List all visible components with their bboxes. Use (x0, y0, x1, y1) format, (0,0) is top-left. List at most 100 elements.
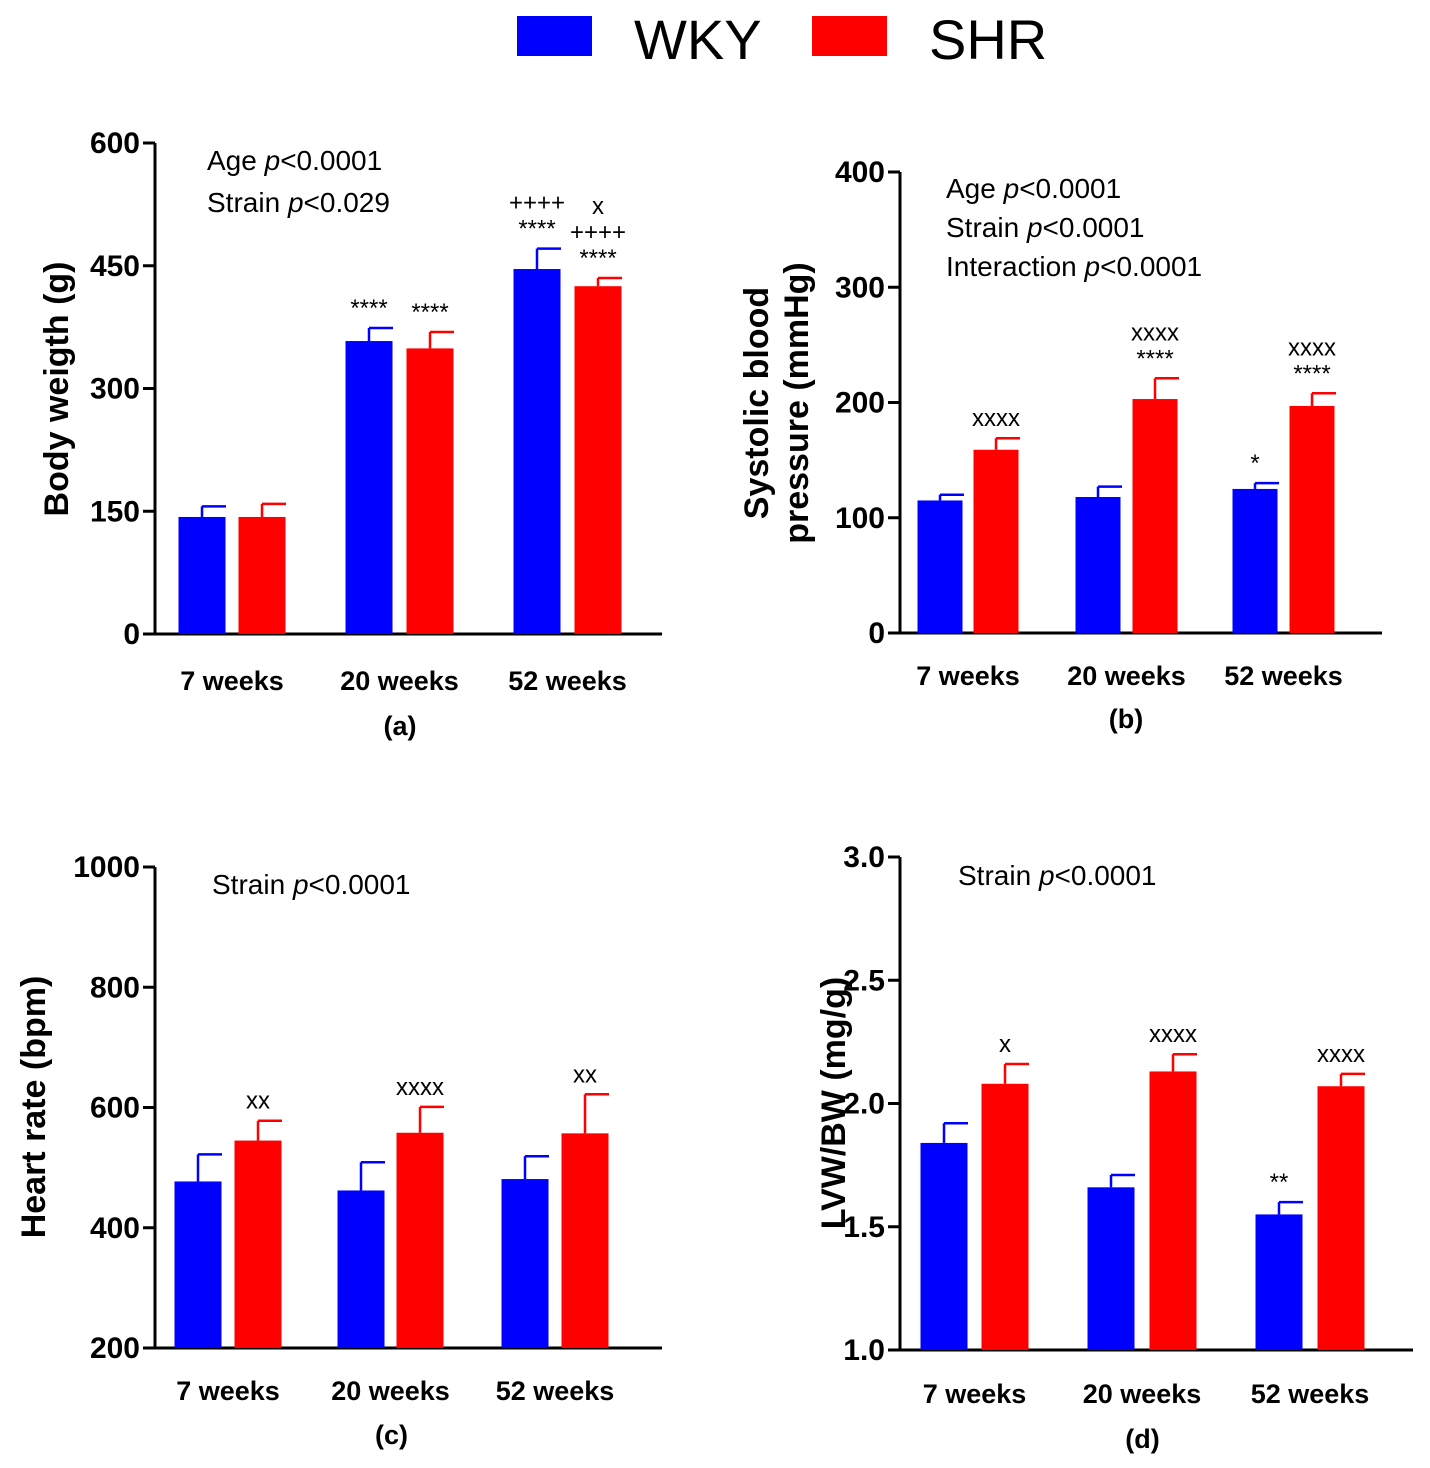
significance-annotation: **** (1293, 360, 1330, 387)
significance-annotation: ** (1270, 1169, 1289, 1196)
y-tick-label: 100 (835, 502, 885, 535)
x-category-label: 52 weeks (508, 666, 627, 696)
y-tick-label: 600 (90, 127, 140, 160)
significance-annotation: **** (518, 216, 555, 243)
y-axis-label: Systolic blood (738, 287, 776, 519)
y-tick-label: 400 (90, 1212, 140, 1245)
y-tick-label: 1.5 (843, 1211, 885, 1244)
bar-shr (1289, 405, 1335, 633)
x-category-label: 7 weeks (916, 661, 1020, 691)
significance-annotation: **** (350, 295, 387, 322)
x-category-label: 20 weeks (1067, 661, 1186, 691)
legend-swatch-wky (517, 16, 592, 56)
bar-wky (501, 1179, 549, 1348)
legend: WKY SHR (517, 8, 1047, 71)
y-tick-label: 450 (90, 250, 140, 283)
bar-wky (513, 269, 561, 634)
significance-annotation: x (592, 193, 604, 220)
y-axis-label: LVW/BW (mg/g) (815, 977, 853, 1229)
significance-annotation: x (999, 1031, 1011, 1058)
x-category-label: 7 weeks (180, 666, 284, 696)
x-category-label: 52 weeks (496, 1376, 615, 1406)
x-category-label: 20 weeks (1083, 1379, 1202, 1409)
x-category-label: 7 weeks (923, 1379, 1027, 1409)
stats-text: Strain p<0.029 (207, 187, 390, 218)
x-category-label: 20 weeks (331, 1376, 450, 1406)
y-tick-label: 1.0 (843, 1334, 885, 1367)
panel-d-lvw-bw: 1.0 1.5 2.0 2.5 3.0 LVW/BW (mg/g) Strain p<0.0… (815, 841, 1413, 1454)
stats-text: Interaction p<0.0001 (946, 251, 1202, 282)
bar-shr (406, 348, 454, 634)
bar-wky (917, 500, 963, 633)
bar-wky (1087, 1187, 1135, 1350)
stats-text: Strain p<0.0001 (212, 869, 411, 900)
y-tick-label: 600 (90, 1092, 140, 1125)
bar-wky (345, 341, 393, 634)
significance-annotation: xxxx (1131, 319, 1179, 346)
bar-wky (1232, 488, 1278, 633)
y-tick-label: 1000 (73, 851, 140, 884)
panel-label: (a) (384, 711, 417, 741)
panel-c-heart-rate: 200 400 600 800 1000 Heart rate (bpm) Strain p… (15, 851, 662, 1450)
panel-label: (b) (1109, 704, 1143, 734)
bar-shr (238, 516, 286, 634)
bar-shr (396, 1132, 444, 1348)
x-category-label: 7 weeks (176, 1376, 280, 1406)
panel-b-systolic-blood-pressure: 0 100 200 300 400 Systolic blood pressure (mmH… (738, 156, 1382, 734)
y-axis-label: Heart rate (bpm) (15, 976, 53, 1239)
legend-label-shr: SHR (929, 8, 1047, 71)
y-tick-label: 150 (90, 495, 140, 528)
panel-label: (d) (1125, 1424, 1159, 1454)
bar-shr (234, 1140, 282, 1348)
significance-annotation: ++++ (570, 219, 626, 246)
bar-shr (981, 1083, 1029, 1350)
bar-wky (337, 1190, 385, 1348)
y-axis-label: Body weigth (g) (38, 262, 76, 517)
bar-wky (174, 1181, 222, 1348)
legend-swatch-shr (812, 16, 887, 56)
bar-shr (1149, 1071, 1197, 1350)
stats-text: Age p<0.0001 (207, 145, 382, 176)
y-tick-label: 2.5 (843, 964, 885, 997)
y-tick-label: 2.0 (843, 1088, 885, 1121)
stats-text: Strain p<0.0001 (958, 860, 1157, 891)
y-tick-label: 3.0 (843, 841, 885, 874)
significance-annotation: * (1250, 450, 1259, 477)
bar-wky (178, 516, 226, 634)
x-category-label: 20 weeks (340, 666, 459, 696)
bar-shr (574, 286, 622, 634)
significance-annotation: xxxx (1317, 1041, 1365, 1068)
significance-annotation: **** (1136, 345, 1173, 372)
y-tick-label: 200 (835, 387, 885, 420)
stats-text: Age p<0.0001 (946, 173, 1121, 204)
significance-annotation: **** (579, 245, 616, 272)
y-tick-label: 300 (90, 373, 140, 406)
bar-wky (1255, 1214, 1303, 1350)
significance-annotation: xxxx (396, 1074, 444, 1101)
bar-shr (561, 1133, 609, 1348)
bar-wky (920, 1142, 968, 1350)
x-category-label: 52 weeks (1224, 661, 1343, 691)
legend-label-wky: WKY (634, 8, 762, 71)
significance-annotation: xxxx (972, 405, 1020, 432)
bar-shr (1132, 399, 1178, 633)
bar-shr (973, 449, 1019, 633)
x-category-label: 52 weeks (1251, 1379, 1370, 1409)
significance-annotation: ++++ (509, 190, 565, 217)
y-axis-label: pressure (mmHg) (778, 262, 816, 544)
y-tick-label: 200 (90, 1332, 140, 1365)
significance-annotation: xxxx (1149, 1021, 1197, 1048)
bar-wky (1075, 497, 1121, 633)
stats-text: Strain p<0.0001 (946, 212, 1145, 243)
significance-annotation: **** (411, 299, 448, 326)
significance-annotation: xx (246, 1088, 270, 1115)
y-tick-label: 0 (123, 618, 140, 651)
significance-annotation: xx (573, 1061, 597, 1088)
significance-annotation: xxxx (1288, 334, 1336, 361)
y-tick-label: 300 (835, 271, 885, 304)
bar-shr (1317, 1086, 1365, 1350)
panel-label: (c) (375, 1420, 408, 1450)
y-tick-label: 400 (835, 156, 885, 189)
y-tick-label: 800 (90, 971, 140, 1004)
